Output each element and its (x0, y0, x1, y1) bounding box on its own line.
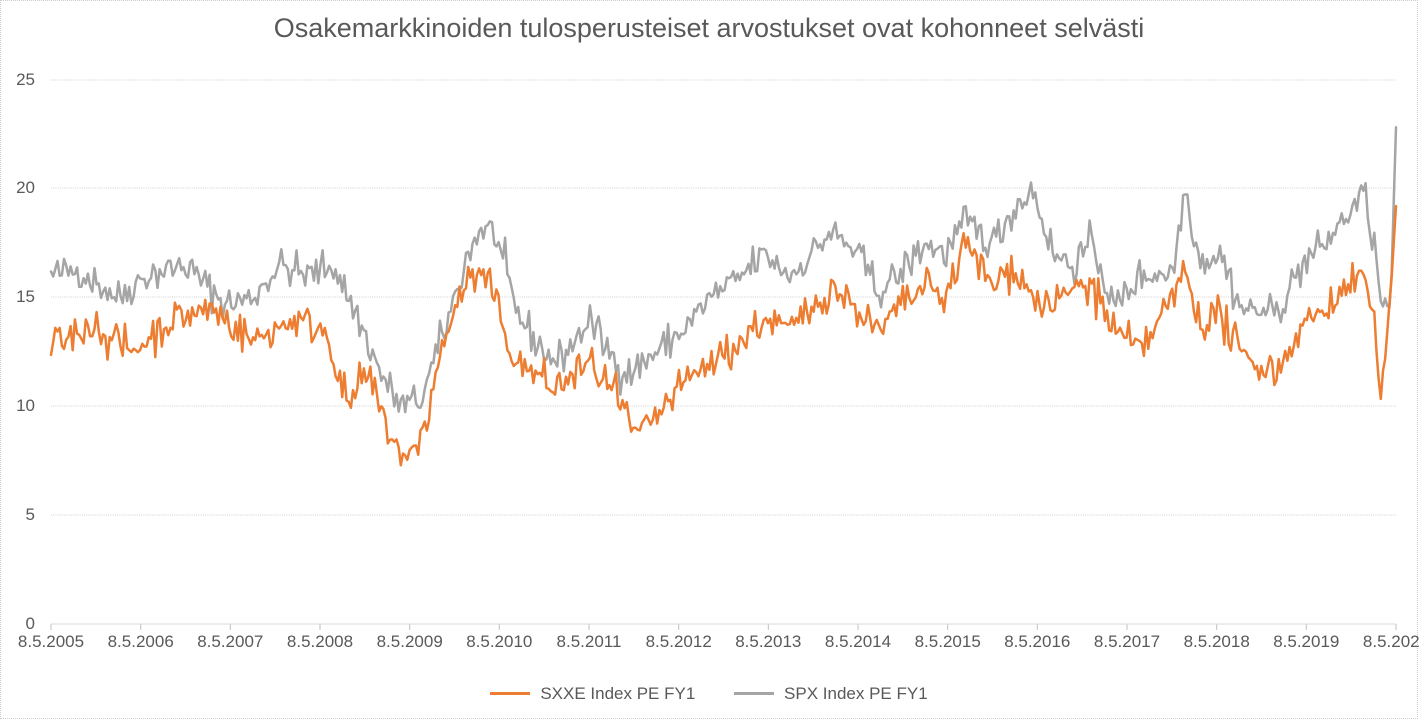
svg-text:5: 5 (26, 505, 35, 524)
svg-text:0: 0 (26, 614, 35, 633)
svg-text:15: 15 (16, 287, 35, 306)
svg-text:25: 25 (16, 70, 35, 89)
svg-text:10: 10 (16, 396, 35, 415)
svg-text:20: 20 (16, 178, 35, 197)
